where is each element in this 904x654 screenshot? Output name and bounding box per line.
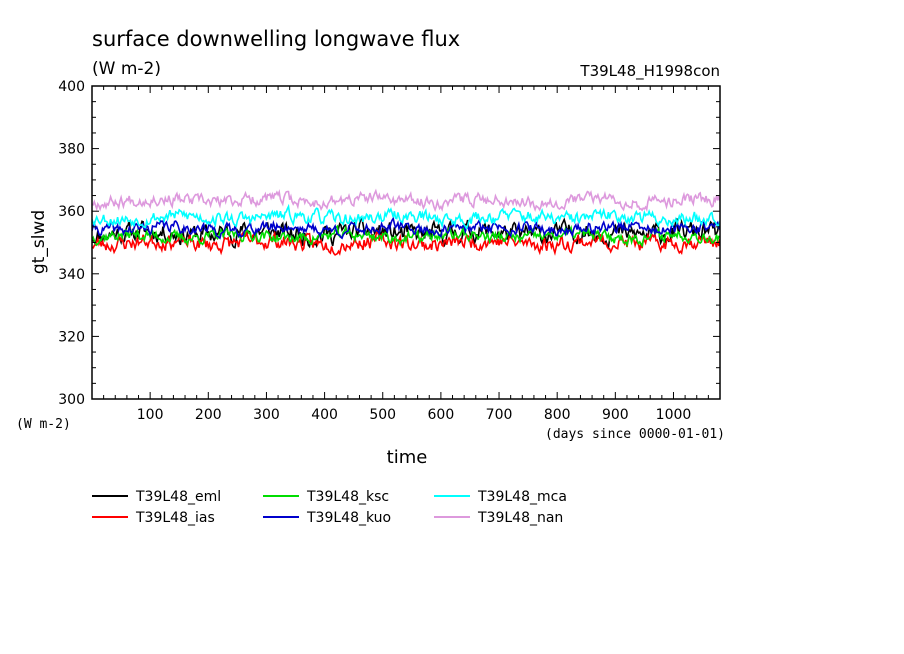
y-axis-label: gt_slwd — [29, 210, 49, 274]
y-tick-label: 360 — [58, 204, 85, 220]
y-tick-label: 400 — [58, 79, 85, 95]
x-tick-label: 500 — [369, 407, 396, 423]
y-units-label: (W m-2) — [16, 417, 71, 432]
chart-title: surface downwelling longwave flux — [92, 27, 460, 51]
series-line-T39L48_nan — [92, 188, 720, 213]
x-tick-label: 700 — [486, 407, 513, 423]
run-label: T39L48_H1998con — [579, 62, 720, 81]
x-tick-label: 900 — [602, 407, 629, 423]
legend-label: T39L48_ksc — [306, 489, 389, 505]
x-tick-label: 1000 — [656, 407, 692, 423]
series-line-T39L48_mca — [92, 203, 720, 231]
legend-label: T39L48_kuo — [306, 510, 391, 526]
y-tick-label: 320 — [58, 329, 85, 345]
x-tick-label: 200 — [195, 407, 222, 423]
legend: T39L48_eml T39L48_ias T39L48_ksc T39L48_kuo… — [92, 489, 567, 526]
x-axis-label: time — [387, 447, 428, 468]
series-line-T39L48_ksc — [92, 224, 720, 248]
legend-label: T39L48_nan — [477, 510, 563, 526]
x-units-label: (days since 0000-01-01) — [545, 427, 725, 442]
legend-label: T39L48_mca — [477, 489, 567, 505]
legend-label: T39L48_eml — [135, 489, 221, 505]
x-tick-label: 100 — [137, 407, 164, 423]
x-tick-label: 600 — [428, 407, 455, 423]
y-tick-label: 340 — [58, 267, 85, 283]
legend-label: T39L48_ias — [135, 510, 215, 526]
units-label: (W m-2) — [92, 59, 161, 79]
x-tick-label: 400 — [311, 407, 338, 423]
y-tick-label: 300 — [58, 392, 85, 408]
x-tick-label: 800 — [544, 407, 571, 423]
series-line-T39L48_kuo — [92, 216, 720, 240]
y-tick-label: 380 — [58, 142, 85, 158]
series-line-T39L48_ias — [92, 229, 720, 256]
plot-area: 100 200 300 400 500 600 700 800 900 1000 300 320 340… — [58, 79, 721, 423]
x-tick-label: 300 — [253, 407, 280, 423]
